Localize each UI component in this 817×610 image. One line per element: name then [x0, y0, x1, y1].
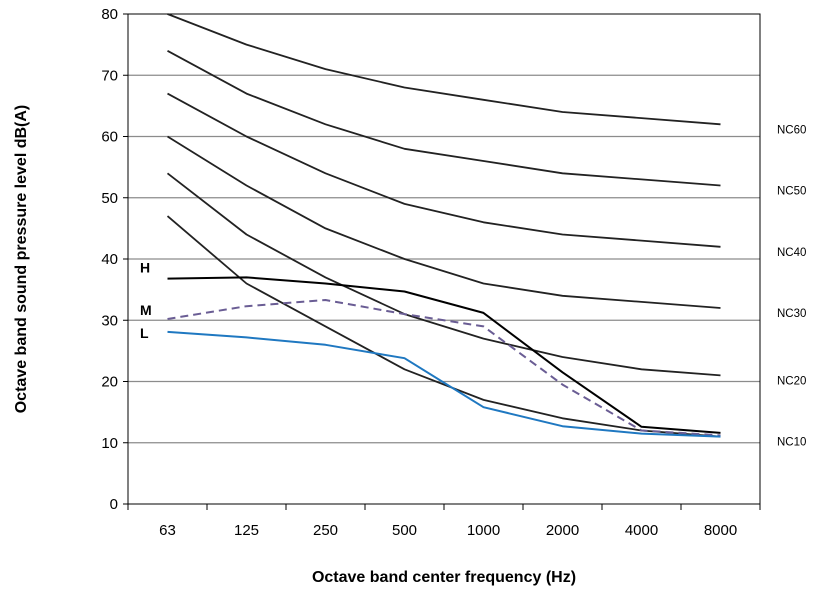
series-line-h [167, 276, 721, 434]
series-label-m: M [140, 302, 152, 318]
nc-curve-nc10 [166, 215, 721, 438]
nc-label-nc20: NC20 [777, 375, 806, 387]
x-tick-label: 500 [392, 522, 417, 539]
nc-curve-nc40 [167, 92, 721, 248]
axis-labels: 0 10 20 30 40 50 60 70 80 63 125 250 500 1000 2000 4000… [101, 6, 806, 539]
y-tick-label: 60 [101, 129, 118, 146]
y-axis-title: Octave band sound pressure level dB(A) [13, 105, 30, 414]
nc-label-nc30: NC30 [777, 308, 806, 320]
nc-label-nc50: NC50 [777, 186, 806, 198]
y-tick-label: 10 [101, 435, 118, 452]
y-tick-label: 30 [101, 312, 118, 329]
nc-curve-nc30 [167, 135, 721, 309]
y-tick-label: 40 [101, 251, 118, 268]
x-tick-label: 4000 [625, 522, 658, 539]
gridlines [128, 74, 760, 444]
y-tick-label: 50 [101, 190, 118, 207]
series-label-l: L [140, 325, 149, 341]
x-tick-label: 8000 [704, 522, 737, 539]
nc-curve-nc60 [167, 13, 721, 126]
x-tick-label: 2000 [546, 522, 579, 539]
series-line-l [167, 330, 721, 438]
y-tick-label: 80 [101, 6, 118, 23]
series-label-h: H [140, 260, 150, 276]
x-tick-label: 125 [234, 522, 259, 539]
series-line-m [167, 299, 721, 437]
y-tick-label: 70 [101, 67, 118, 84]
axis-ticks [123, 13, 761, 510]
x-axis-title: Octave band center frequency (Hz) [312, 569, 576, 586]
y-tick-label: 20 [101, 374, 118, 391]
x-tick-label: 250 [313, 522, 338, 539]
y-tick-label: 0 [110, 496, 118, 513]
nc-label-nc60: NC60 [777, 124, 806, 136]
nc-curve-nc20 [166, 172, 721, 377]
series-lines [166, 13, 721, 438]
nc-curve-nc50 [167, 50, 721, 187]
x-tick-label: 1000 [467, 522, 500, 539]
nc-label-nc10: NC10 [777, 437, 806, 449]
nc-label-nc40: NC40 [777, 247, 806, 259]
x-tick-label: 63 [159, 522, 176, 539]
